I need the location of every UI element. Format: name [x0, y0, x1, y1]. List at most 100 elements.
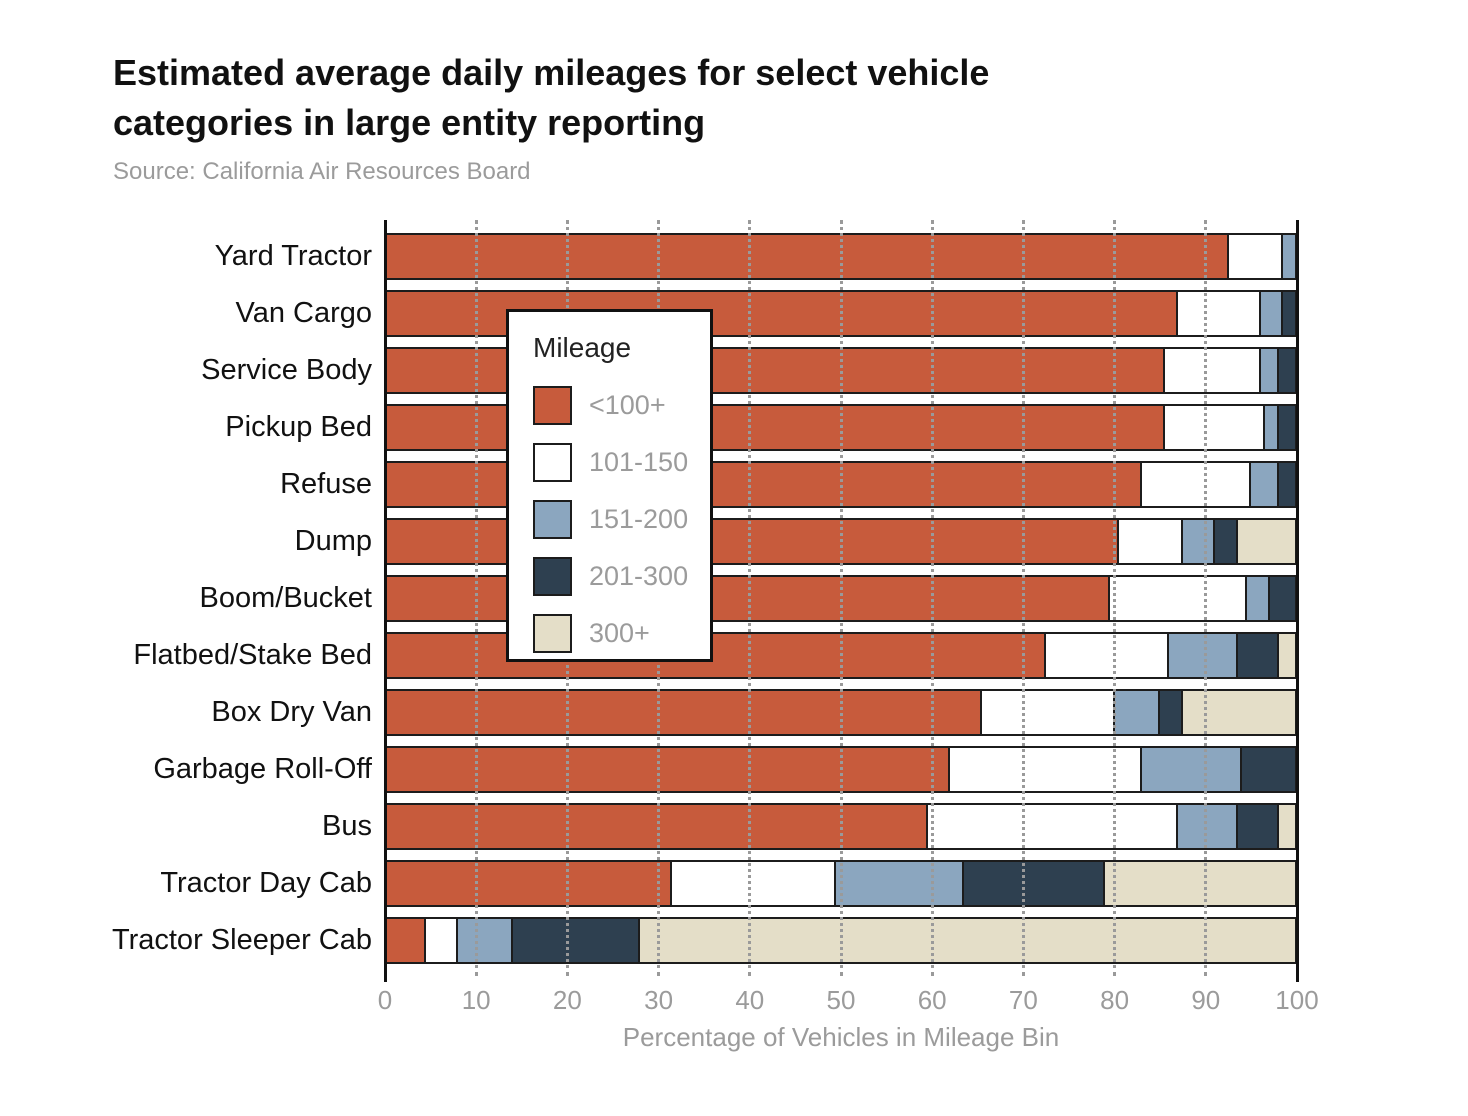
bar-segment — [1119, 518, 1183, 565]
bar-segment — [1237, 632, 1279, 679]
legend-item: 101-150 — [533, 443, 710, 482]
bar-segment — [1278, 632, 1297, 679]
gridline-10 — [474, 220, 478, 976]
legend-label: 101-150 — [589, 447, 689, 477]
bar-segment — [1105, 860, 1297, 907]
legend-label: 300+ — [589, 618, 650, 648]
bar-segment — [385, 575, 1111, 622]
y-axis-label: Refuse — [280, 468, 372, 500]
bar-segment — [950, 746, 1142, 793]
legend-items: <100+ 101-150 151-200 201-300 300+ — [533, 386, 710, 653]
bar-segment — [672, 860, 837, 907]
bar-segment — [927, 803, 1179, 850]
y-axis-label: Pickup Bed — [225, 411, 372, 443]
bar-segment — [385, 461, 1142, 508]
bar-segment — [385, 860, 673, 907]
gridline-80 — [1113, 220, 1117, 976]
legend-swatch — [533, 614, 572, 653]
x-tick-label-60: 60 — [917, 985, 947, 1015]
y-axis-label: Box Dry Van — [211, 696, 372, 728]
legend-label: 151-200 — [589, 504, 689, 534]
chart-title: Estimated average daily mileages for sel… — [113, 52, 990, 143]
bar-segment — [1237, 518, 1297, 565]
gridline-50 — [839, 220, 843, 976]
bar-segment — [1183, 518, 1215, 565]
bar-segment — [1246, 575, 1270, 622]
bar-segment — [1178, 290, 1261, 337]
bar-segment — [426, 917, 458, 964]
bar-segment — [1260, 290, 1284, 337]
bar-segment — [1141, 746, 1243, 793]
y-axis-label: Van Cargo — [235, 297, 373, 329]
legend-item: 151-200 — [533, 500, 710, 539]
y-axis-label: Dump — [294, 525, 372, 557]
legend-item: <100+ — [533, 386, 710, 425]
gridline-90 — [1204, 220, 1208, 976]
bar-segment — [385, 917, 427, 964]
bar-segment — [1278, 347, 1297, 394]
axis-line-0 — [383, 220, 387, 982]
bar-segment — [385, 518, 1120, 565]
bar-segment — [457, 917, 513, 964]
bar-segment — [385, 404, 1165, 451]
bar-segment — [385, 632, 1047, 679]
bar-segment — [1160, 689, 1183, 736]
bar-segment — [1228, 233, 1284, 280]
bar-segment — [640, 917, 1297, 964]
bar-segment — [512, 917, 641, 964]
x-tick-label-30: 30 — [644, 985, 674, 1015]
x-tick-label-10: 10 — [461, 985, 491, 1015]
bar-segment — [385, 746, 951, 793]
bar-segment — [1046, 632, 1170, 679]
legend-swatch — [533, 557, 572, 596]
bar-segment — [1278, 461, 1297, 508]
y-axis-label: Bus — [322, 810, 372, 842]
legend-swatch — [533, 443, 572, 482]
legend-swatch — [533, 386, 572, 425]
bar-segment — [1265, 404, 1279, 451]
bar-segment — [1278, 803, 1297, 850]
bar-segment — [1183, 689, 1297, 736]
x-tick-label-90: 90 — [1191, 985, 1221, 1015]
gridline-40 — [748, 220, 752, 976]
bar-segment — [1141, 461, 1252, 508]
x-tick-label-40: 40 — [735, 985, 765, 1015]
y-axis-label: Garbage Roll-Off — [153, 753, 372, 785]
bar-segment — [1114, 689, 1161, 736]
y-axis-label: Boom/Bucket — [199, 582, 372, 614]
bar-segment — [1110, 575, 1247, 622]
x-axis-title: Percentage of Vehicles in Mileage Bin — [622, 1022, 1060, 1052]
bar-segment — [385, 347, 1165, 394]
y-axis-label: Service Body — [201, 354, 372, 386]
bar-segment — [385, 689, 983, 736]
y-axis-label: Tractor Sleeper Cab — [111, 924, 372, 956]
bar-segment — [1242, 746, 1297, 793]
bar-segment — [1237, 803, 1279, 850]
bar-segment — [964, 860, 1106, 907]
bar-segment — [1269, 575, 1297, 622]
x-tick-label-0: 0 — [377, 985, 393, 1015]
bar-segment — [982, 689, 1115, 736]
y-axis-label: Yard Tractor — [214, 240, 372, 272]
bar-segment — [1169, 632, 1238, 679]
legend-title: Mileage — [533, 332, 632, 363]
chart-source: Source: California Air Resources Board — [113, 158, 531, 185]
legend-item: 201-300 — [533, 557, 710, 596]
bar-segment — [1251, 461, 1279, 508]
x-tick-label-20: 20 — [552, 985, 582, 1015]
x-tick-label-100: 100 — [1275, 985, 1319, 1015]
y-axis-label: Tractor Day Cab — [160, 867, 372, 899]
bar-segment — [1178, 803, 1238, 850]
legend-swatch — [533, 500, 572, 539]
x-tick-label-70: 70 — [1008, 985, 1038, 1015]
bar-segment — [1278, 404, 1297, 451]
bar-segment — [1260, 347, 1279, 394]
gridline-60 — [930, 220, 934, 976]
x-tick-label-50: 50 — [826, 985, 856, 1015]
legend-label: 201-300 — [589, 561, 689, 591]
bar-segment — [1164, 347, 1261, 394]
gridline-70 — [1021, 220, 1025, 976]
bar-segment — [836, 860, 965, 907]
legend: Mileage <100+ 101-150 151-200 201-300 300+ — [506, 309, 713, 662]
